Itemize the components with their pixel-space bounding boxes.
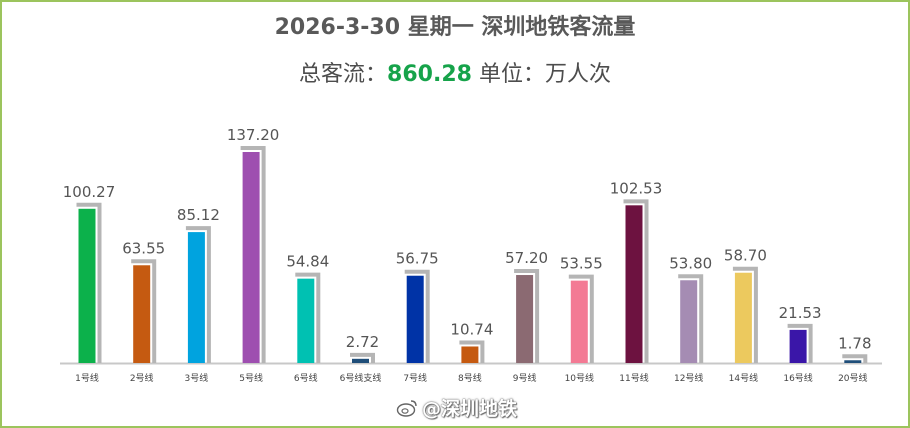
bar-shadow: [404, 269, 430, 363]
subtitle-suffix: 单位：万人次: [471, 62, 611, 87]
bar-shadow: [678, 274, 704, 363]
data-label: 85.12: [177, 206, 220, 224]
subtitle-prefix: 总客流：: [299, 62, 388, 87]
bar-shadow: [568, 274, 594, 363]
bar-shadow: [76, 202, 102, 363]
x-tick-label: 7号线: [403, 372, 427, 384]
bar-shadow: [131, 259, 157, 363]
bar-shadow: [295, 272, 321, 363]
watermark: @深圳地铁: [396, 394, 517, 421]
bar-shadow: [240, 146, 266, 363]
data-label: 57.20: [505, 249, 548, 267]
bar: [78, 208, 96, 363]
data-label: 10.74: [450, 320, 493, 338]
bar: [352, 358, 369, 363]
data-label: 53.80: [669, 254, 712, 272]
bar: [516, 275, 534, 363]
x-tick-label: 8号线: [458, 372, 482, 384]
x-tick-label: 6号线: [294, 372, 318, 384]
bar: [625, 205, 643, 363]
data-label: 137.20: [227, 126, 280, 144]
bar: [789, 329, 807, 363]
x-tick-label: 16号线: [783, 372, 812, 384]
bar: [680, 280, 698, 363]
x-tick-label: 20号线: [838, 372, 867, 384]
bar: [844, 360, 862, 363]
weibo-icon: [396, 399, 417, 417]
x-tick-label: 14号线: [729, 372, 758, 384]
data-label: 1.78: [838, 334, 871, 352]
data-label: 21.53: [779, 304, 822, 322]
bar-shadow: [459, 340, 485, 363]
data-label: 56.75: [396, 250, 439, 268]
chart-subtitle: 总客流：860.28 单位：万人次: [0, 56, 910, 88]
x-tick-label: 3号线: [185, 372, 209, 384]
x-tick-label: 1号线: [75, 372, 99, 384]
watermark-text: @深圳地铁: [422, 398, 518, 420]
chart-title: 2026-3-30 星期一 深圳地铁客流量: [274, 15, 636, 40]
x-tick-label: 10号线: [565, 372, 594, 384]
x-tick-label: 6号线支线: [340, 372, 382, 384]
bar-shadow: [623, 199, 649, 363]
data-label: 2.72: [346, 333, 379, 351]
bar-shadow: [514, 269, 540, 363]
data-label: 102.53: [610, 179, 663, 197]
bar: [187, 232, 205, 363]
data-label: 53.55: [560, 255, 603, 273]
bar: [242, 152, 260, 363]
data-label: 63.55: [122, 239, 165, 257]
bar: [297, 278, 315, 363]
bar: [734, 272, 752, 363]
bar: [406, 275, 424, 363]
bar-shadow: [350, 352, 375, 363]
data-label: 58.70: [724, 247, 767, 265]
x-tick-label: 5号线: [239, 372, 263, 384]
data-label: 100.27: [63, 183, 116, 201]
bar-shadow: [842, 354, 868, 363]
bar-shadow: [185, 226, 211, 363]
total-ridership: 860.28: [387, 62, 472, 87]
bar-shadow: [732, 266, 758, 363]
bar-shadow: [787, 323, 813, 363]
x-tick-label: 2号线: [130, 372, 154, 384]
data-label: 54.84: [286, 253, 329, 271]
bar: [133, 265, 151, 363]
bar: [570, 280, 588, 363]
bar: [461, 346, 479, 363]
x-tick-label: 9号线: [513, 372, 537, 384]
x-tick-label: 12号线: [674, 372, 703, 384]
x-tick-label: 11号线: [619, 372, 648, 384]
